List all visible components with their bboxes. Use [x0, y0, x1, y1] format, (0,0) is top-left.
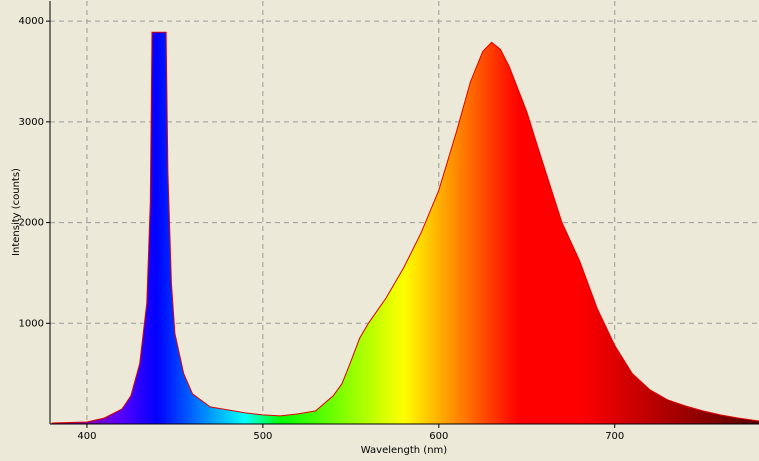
x-tick-label: 700 — [605, 431, 624, 442]
y-tick-label: 4000 — [19, 16, 44, 27]
x-tick-label: 600 — [429, 431, 448, 442]
y-axis-label: Intensity (counts) — [11, 168, 22, 256]
y-tick-label: 1000 — [19, 318, 44, 329]
spectrum-area — [51, 32, 759, 424]
y-tick-label: 3000 — [19, 117, 44, 128]
y-tick-label: 2000 — [19, 218, 44, 229]
x-tick-label: 400 — [77, 431, 96, 442]
spectrum-line — [51, 31, 759, 424]
x-axis-label: Wavelength (nm) — [361, 445, 447, 456]
x-tick-label: 500 — [253, 431, 272, 442]
